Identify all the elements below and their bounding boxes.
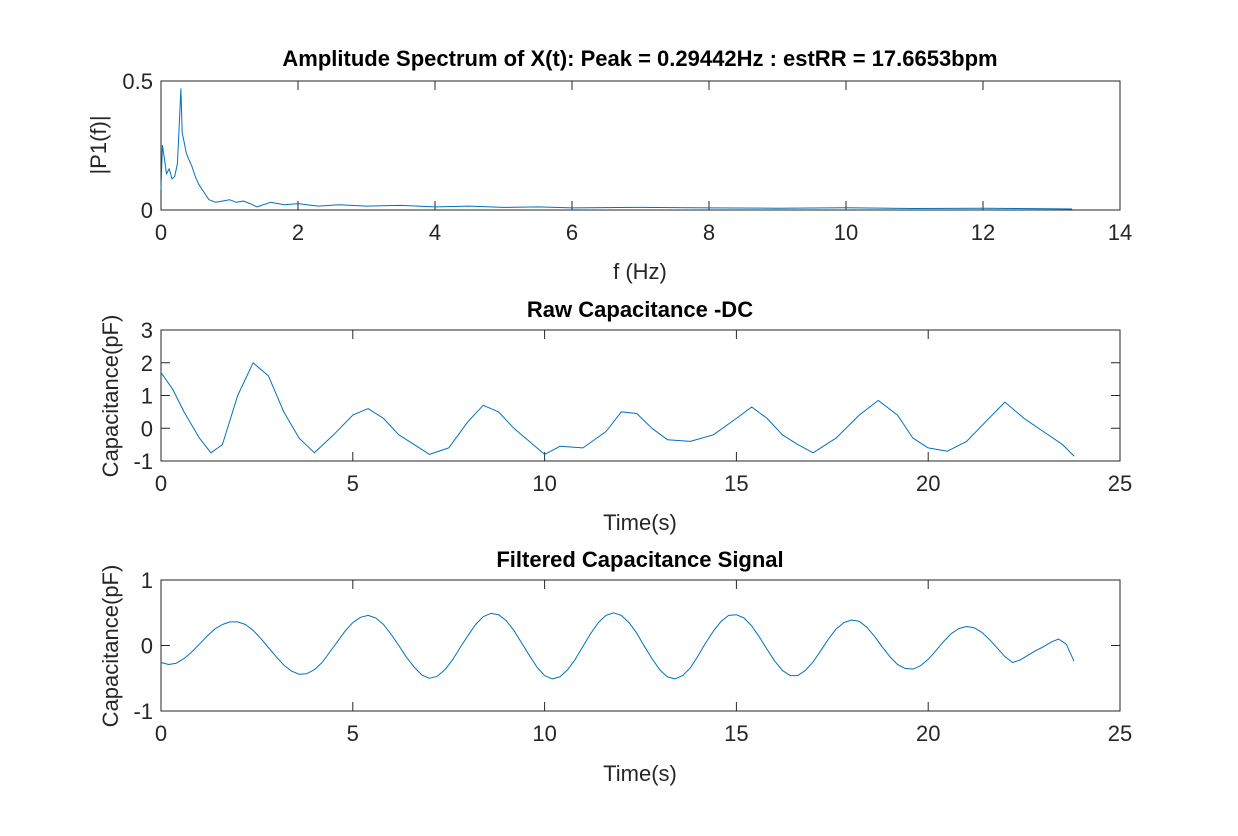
spectrum-y-tick-label: 0 — [141, 198, 153, 223]
filtered-x-tick-label: 5 — [347, 721, 359, 746]
filtered-x-ticks: 0 5 10 15 20 25 — [155, 580, 1132, 746]
spectrum-x-ticks: 0 2 4 6 8 10 12 14 — [155, 81, 1132, 245]
raw-y-tick-label: 1 — [141, 384, 153, 409]
spectrum-x-tick-label: 8 — [703, 220, 715, 245]
raw-y-tick-label: 0 — [141, 416, 153, 441]
filtered-x-tick-label: 20 — [916, 721, 940, 746]
spectrum-series-line — [160, 88, 1073, 210]
raw-y-tick-label: -1 — [133, 449, 153, 474]
raw-x-axis-label: Time(s) — [603, 510, 677, 535]
spectrum-y-tick-label: 0.5 — [122, 69, 153, 94]
raw-x-tick-label: 0 — [155, 471, 167, 496]
spectrum-y-axis-label: |P1(f)| — [86, 115, 111, 174]
filtered-axes-box — [160, 579, 1121, 712]
filtered-panel: Filtered Capacitance Signal 0 5 10 15 20 25 -… — [98, 547, 1132, 786]
raw-y-axis-label: Capacitance(pF) — [98, 315, 123, 478]
spectrum-x-tick-label: 6 — [566, 220, 578, 245]
raw-series-line — [160, 362, 1075, 457]
filtered-y-axis-label: Capacitance(pF) — [98, 565, 123, 728]
raw-x-tick-label: 20 — [916, 471, 940, 496]
raw-title: Raw Capacitance -DC — [527, 297, 753, 322]
filtered-y-tick-label: 0 — [141, 634, 153, 659]
spectrum-y-ticks: 00.5 — [122, 69, 1120, 223]
raw-x-tick-label: 25 — [1108, 471, 1132, 496]
filtered-x-tick-label: 10 — [532, 721, 556, 746]
raw-y-ticks: -1 0 1 2 3 — [133, 318, 1120, 474]
raw-x-tick-label: 15 — [724, 471, 748, 496]
spectrum-axes-box — [160, 80, 1121, 211]
filtered-x-tick-label: 25 — [1108, 721, 1132, 746]
filtered-y-tick-label: 1 — [141, 568, 153, 593]
spectrum-x-tick-label: 0 — [155, 220, 167, 245]
spectrum-panel: Amplitude Spectrum of X(t): Peak = 0.294… — [86, 46, 1132, 284]
filtered-x-axis-label: Time(s) — [603, 761, 677, 786]
filtered-x-tick-label: 15 — [724, 721, 748, 746]
filtered-series-line — [160, 612, 1075, 680]
spectrum-x-tick-label: 2 — [292, 220, 304, 245]
filtered-y-tick-label: -1 — [133, 699, 153, 724]
filtered-x-tick-label: 0 — [155, 721, 167, 746]
raw-x-tick-label: 5 — [347, 471, 359, 496]
spectrum-x-tick-label: 4 — [429, 220, 441, 245]
raw-x-tick-label: 10 — [532, 471, 556, 496]
spectrum-x-tick-label: 12 — [971, 220, 995, 245]
raw-x-ticks: 0 5 10 15 20 25 — [155, 330, 1132, 496]
spectrum-x-tick-label: 10 — [834, 220, 858, 245]
raw-axes-box — [160, 329, 1121, 462]
raw-y-tick-label: 2 — [141, 351, 153, 376]
spectrum-x-tick-label: 14 — [1108, 220, 1132, 245]
spectrum-x-axis-label: f (Hz) — [613, 259, 667, 284]
filtered-y-ticks: -1 0 1 — [133, 568, 1120, 724]
filtered-title: Filtered Capacitance Signal — [496, 547, 783, 572]
spectrum-title: Amplitude Spectrum of X(t): Peak = 0.294… — [282, 46, 997, 71]
raw-y-tick-label: 3 — [141, 318, 153, 343]
